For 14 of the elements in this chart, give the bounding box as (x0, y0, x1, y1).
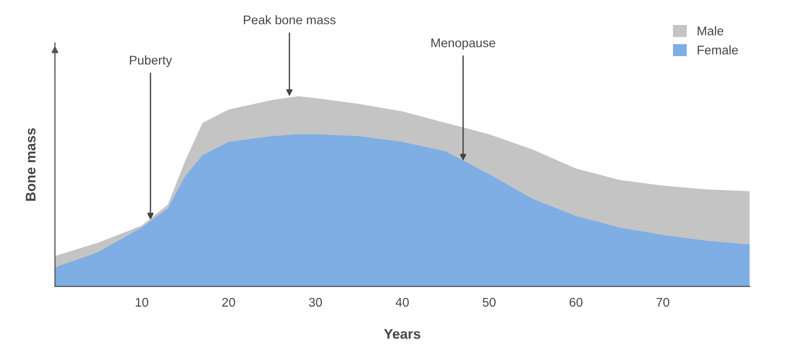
annotation: Menopause (431, 38, 496, 50)
annotation: Peak bone mass (244, 15, 336, 24)
x-tick-label: 40 (396, 298, 409, 307)
x-tick-label: 60 (570, 298, 582, 307)
legend-label: Male (698, 26, 724, 36)
x-tick-label: 30 (308, 298, 322, 307)
x-tick-label: 20 (222, 298, 236, 307)
x-tick-label: 10 (136, 298, 148, 307)
annotation: Puberty (130, 55, 172, 68)
x-axis-title: Years (384, 329, 420, 339)
x-tick-label: 70 (656, 298, 670, 307)
x-tick-label: 50 (482, 298, 496, 307)
y-axis-title: Bone mass (26, 128, 36, 201)
legend-label: Female (698, 45, 738, 54)
